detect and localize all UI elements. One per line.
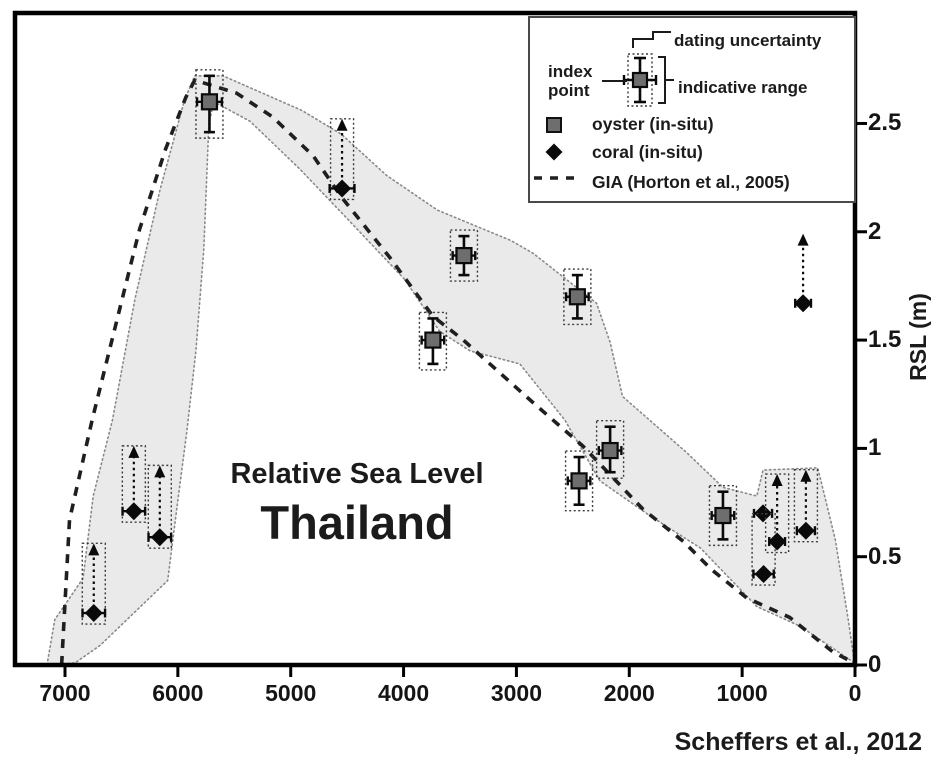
x-tick-label-1000: 1000 bbox=[716, 680, 768, 706]
y-tick-label-2: 2 bbox=[868, 217, 882, 245]
y-axis-title: RSL (m) bbox=[905, 293, 931, 381]
coral-point bbox=[84, 604, 103, 623]
x-tick-label-4000: 4000 bbox=[377, 680, 430, 706]
coral-point bbox=[150, 528, 169, 547]
oyster-point bbox=[714, 506, 732, 525]
x-tick-label-5000: 5000 bbox=[265, 680, 317, 706]
y-tick-label-1.5: 1.5 bbox=[868, 326, 902, 354]
oyster-point bbox=[455, 247, 473, 265]
legend-box: dating uncertainty index point indicativ… bbox=[528, 16, 856, 203]
coral-indicative-box bbox=[793, 469, 819, 543]
coral-minimum-arrow-head bbox=[336, 118, 348, 131]
coral-indicative-box bbox=[329, 118, 355, 201]
legend-dating-uncertainty-label: dating uncertainty bbox=[674, 31, 822, 50]
oyster-point bbox=[424, 331, 442, 349]
coral-minimum-arrow-head bbox=[771, 474, 783, 487]
coral-point bbox=[794, 294, 813, 313]
legend-indicative-range-label: indicative range bbox=[678, 78, 808, 97]
coral-minimum-arrow-head bbox=[88, 543, 100, 556]
y-tick-label-0.5: 0.5 bbox=[868, 542, 902, 570]
oyster-indicative-box bbox=[195, 69, 224, 139]
coral-minimum-arrow-head bbox=[154, 465, 166, 478]
oyster-indicative-box bbox=[449, 229, 479, 282]
y-tick-label-2.5: 2.5 bbox=[868, 109, 902, 137]
coral-minimum-arrow-head bbox=[128, 445, 140, 458]
x-tick-label-7000: 7000 bbox=[39, 680, 91, 706]
x-tick-label-2000: 2000 bbox=[603, 680, 655, 706]
coral-point bbox=[768, 532, 787, 551]
x-tick-label-3000: 3000 bbox=[490, 680, 542, 706]
coral-minimum-arrow-head bbox=[797, 233, 809, 246]
y-tick-label-0: 0 bbox=[868, 651, 882, 678]
figure-caption: Scheffers et al., 2012 bbox=[674, 728, 922, 756]
legend-gia-label: GIA (Horton et al., 2005) bbox=[592, 172, 790, 192]
x-tick-label-0: 0 bbox=[848, 680, 862, 706]
index-point-sample-symbol bbox=[602, 31, 674, 107]
x-tick-label-6000: 6000 bbox=[152, 680, 204, 706]
legend-oyster-label: oyster (in-situ) bbox=[592, 114, 714, 134]
annotation-subtitle: Relative Sea Level bbox=[230, 458, 484, 490]
oyster-point bbox=[601, 441, 619, 460]
oyster-point bbox=[568, 288, 586, 306]
gia-curve bbox=[59, 77, 855, 666]
coral-minimum-arrow-head bbox=[800, 469, 812, 482]
legend-coral-label: coral (in-situ) bbox=[592, 142, 703, 162]
plot-annotation: Relative Sea Level Thailand bbox=[202, 458, 512, 550]
coral-point bbox=[124, 502, 143, 521]
coral-indicative-box bbox=[751, 513, 776, 586]
coral-point bbox=[796, 521, 815, 540]
coral-indicative-box bbox=[147, 464, 172, 549]
oyster-indicative-box bbox=[563, 268, 592, 326]
oyster-indicative-box bbox=[418, 311, 448, 371]
oyster-indicative-box bbox=[564, 450, 594, 512]
oyster-indicative-box bbox=[595, 420, 625, 479]
oyster-point bbox=[200, 93, 219, 111]
coral-indicative-box bbox=[81, 542, 106, 625]
coral-indicative-box bbox=[764, 473, 790, 554]
oyster-point bbox=[570, 472, 588, 490]
legend-index-point-label: index point bbox=[548, 62, 593, 100]
gia-dashed-line-icon bbox=[534, 176, 582, 180]
coral-point bbox=[333, 179, 352, 198]
oyster-indicative-box bbox=[708, 485, 738, 547]
coral-point bbox=[754, 565, 773, 584]
y-tick-label-1: 1 bbox=[868, 434, 882, 462]
oyster-marker-icon bbox=[546, 117, 562, 133]
annotation-title: Thailand bbox=[260, 496, 454, 549]
